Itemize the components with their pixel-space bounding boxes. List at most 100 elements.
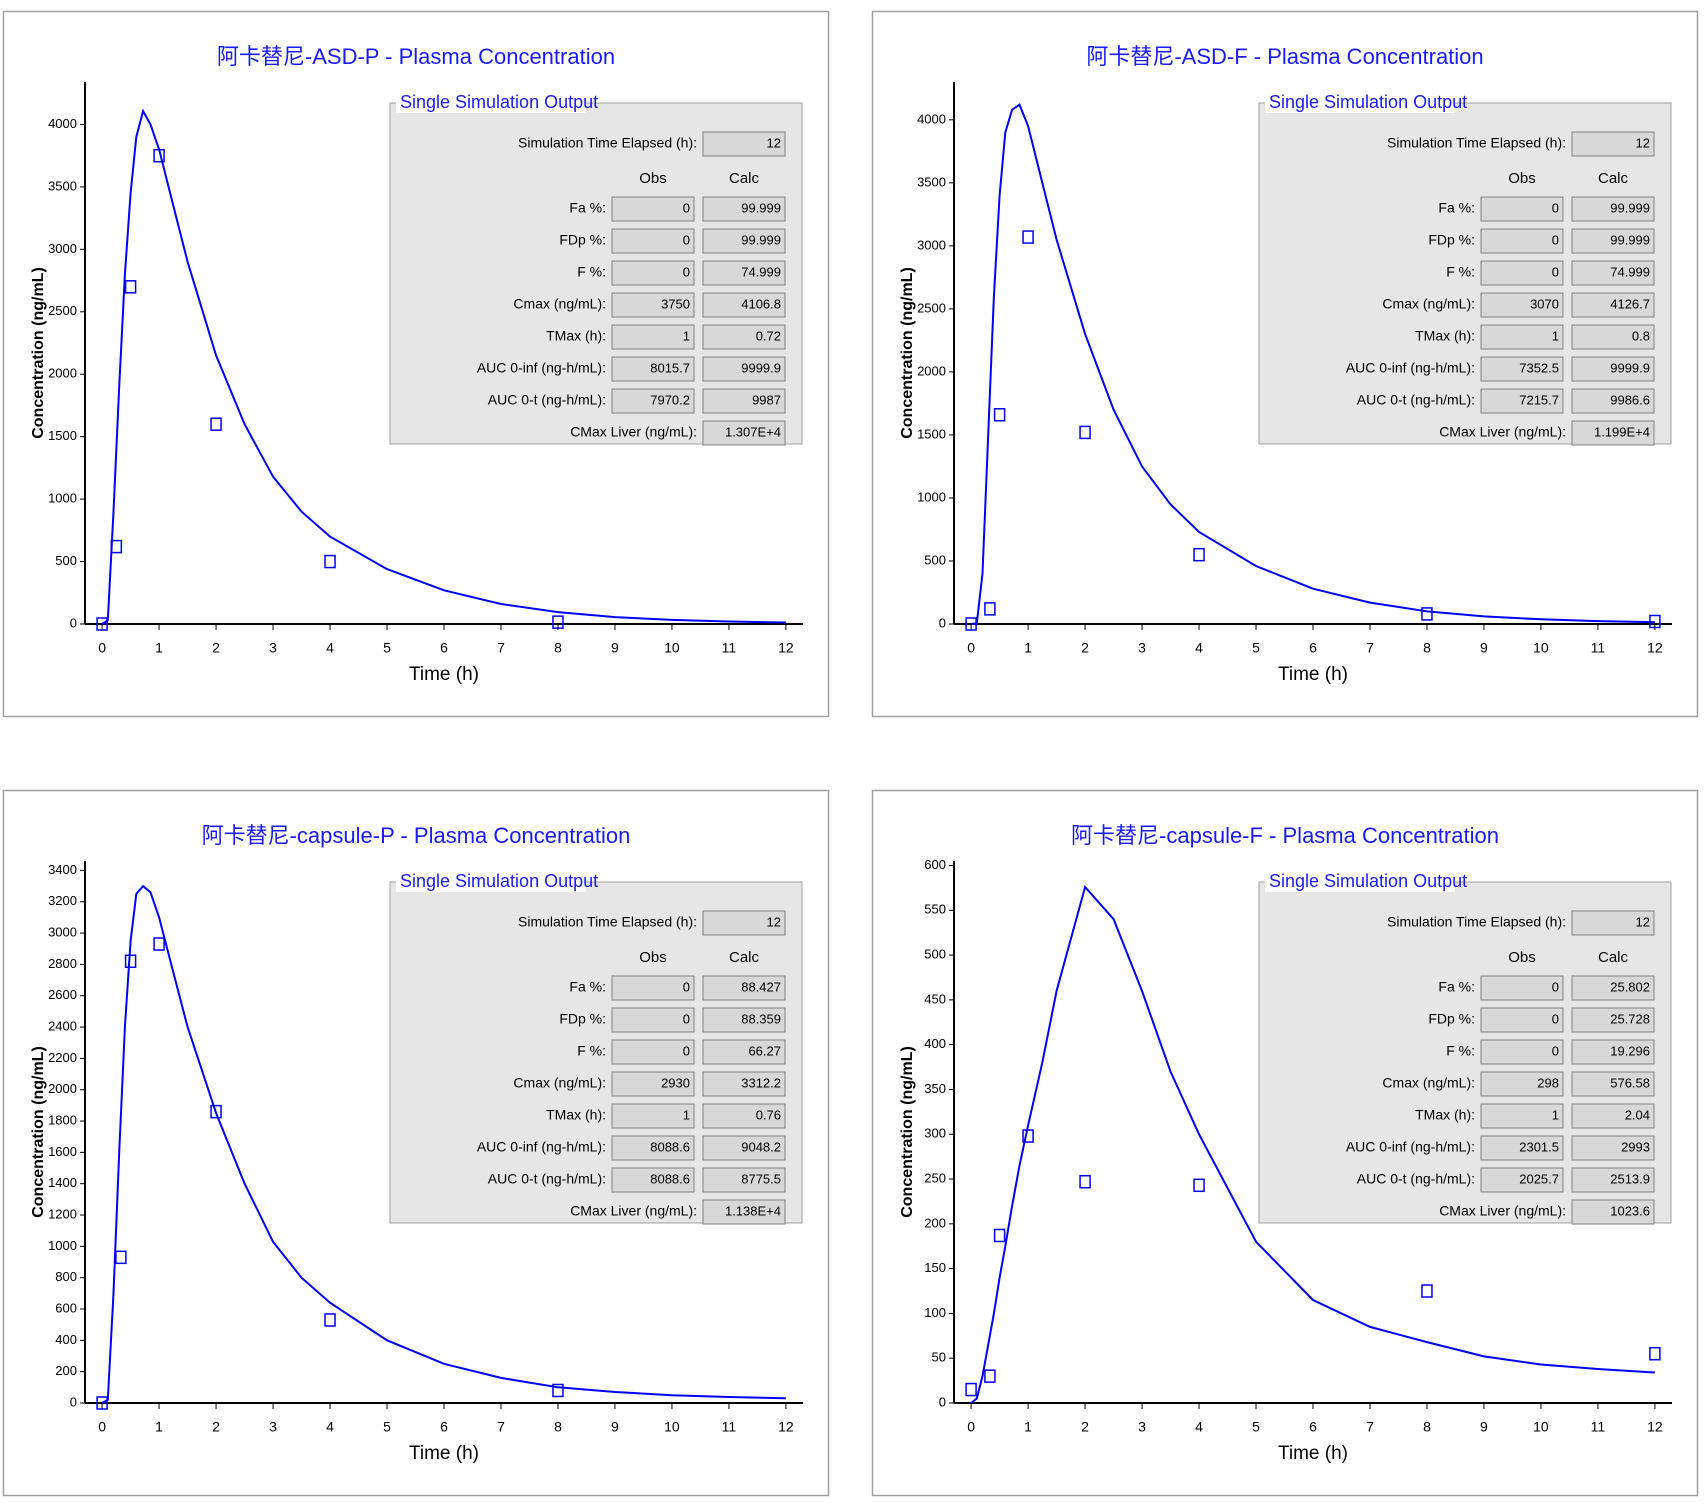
output-label: FDp %:: [559, 1011, 606, 1027]
output-label: FDp %:: [1428, 232, 1475, 248]
output-field: [1480, 1071, 1564, 1097]
x-tick-label: 12: [778, 1419, 794, 1435]
x-tick-label: 1: [155, 1419, 163, 1435]
output-field: [1480, 292, 1564, 318]
output-label: Simulation Time Elapsed (h):: [1387, 914, 1566, 930]
output-field: [1571, 910, 1655, 936]
output-value: 12: [1636, 914, 1650, 929]
simulated-curve: [970, 103, 1655, 625]
y-tick-label: 1000: [48, 491, 77, 506]
output-label: Cmax (ng/mL):: [1382, 1075, 1475, 1091]
output-value: 298: [1537, 1075, 1559, 1090]
chart-title: 阿卡替尼-ASD-F - Plasma Concentration: [1086, 44, 1483, 69]
output-field: [702, 292, 786, 318]
output-value: 0: [683, 200, 690, 215]
simulated-curve: [101, 884, 786, 1404]
output-field: [1571, 1199, 1655, 1225]
x-tick-label: 6: [1309, 1419, 1317, 1435]
output-value: 2301.5: [1519, 1139, 1559, 1154]
x-tick-label: 7: [497, 1419, 505, 1435]
column-header: Calc: [729, 949, 760, 966]
output-value: 9987: [752, 392, 781, 407]
x-tick-label: 8: [554, 640, 562, 656]
x-axis-label: Time (h): [1278, 664, 1348, 685]
output-field: [1571, 1135, 1655, 1161]
output-field: [1571, 196, 1655, 222]
output-value: 0: [1552, 1011, 1559, 1026]
output-label: F %:: [1446, 264, 1475, 280]
output-value: 9048.2: [741, 1139, 781, 1154]
y-tick-label: 550: [924, 902, 946, 917]
output-field: [1571, 324, 1655, 350]
output-value: 0: [683, 979, 690, 994]
output-value: 9986.6: [1610, 392, 1650, 407]
output-field: [611, 1007, 695, 1033]
observed-point: [153, 937, 165, 951]
x-tick-label: 11: [1591, 1419, 1606, 1435]
y-tick-label: 2400: [48, 1018, 77, 1033]
column-header: Obs: [639, 170, 667, 187]
x-tick-label: 5: [1252, 1419, 1260, 1435]
output-title-bg: [1265, 93, 1455, 113]
output-title: Single Simulation Output: [400, 871, 598, 891]
output-value: 4126.7: [1610, 296, 1650, 311]
y-tick-label: 3500: [48, 178, 77, 193]
observed-point: [1022, 1129, 1034, 1143]
output-value: 7970.2: [650, 392, 690, 407]
output-value: 0: [683, 1043, 690, 1058]
observed-point: [984, 602, 996, 616]
y-tick-label: 3000: [48, 924, 77, 939]
output-value: 12: [1636, 135, 1650, 150]
output-value: 2993: [1621, 1139, 1650, 1154]
x-tick-label: 1: [1024, 640, 1032, 656]
output-field: [1571, 292, 1655, 318]
observed-point: [210, 1104, 222, 1119]
output-field: [702, 1039, 786, 1065]
y-tick-label: 2500: [917, 300, 946, 315]
y-axis-label: Concentration (ng/mL): [899, 1046, 916, 1218]
output-value: 1: [683, 328, 690, 343]
x-tick-label: 8: [554, 1419, 562, 1435]
observed-point: [1421, 1284, 1433, 1298]
y-tick-label: 1800: [48, 1112, 77, 1127]
output-label: TMax (h):: [1415, 1107, 1475, 1123]
simulated-curve: [101, 108, 786, 625]
output-title-bg: [1265, 872, 1455, 892]
output-value: 2.04: [1625, 1107, 1650, 1122]
output-value: 0: [1552, 264, 1559, 279]
chart-panel: 阿卡替尼-capsule-F - Plasma Concentration Con…: [871, 789, 1699, 1497]
y-tick-label: 2000: [48, 366, 77, 381]
output-field: [702, 910, 786, 936]
output-label: Cmax (ng/mL):: [1382, 296, 1475, 312]
x-tick-label: 3: [269, 640, 277, 656]
output-label: AUC 0-t (ng-h/mL):: [488, 1171, 606, 1187]
output-value: 0: [683, 1011, 690, 1026]
output-field: [1571, 420, 1655, 446]
output-field: [1571, 388, 1655, 414]
output-value: 9999.9: [741, 360, 781, 375]
output-title: Single Simulation Output: [1269, 92, 1467, 112]
chart-panel: 阿卡替尼-ASD-P - Plasma Concentration Concent…: [2, 10, 830, 718]
output-value: 8775.5: [741, 1171, 781, 1186]
output-field: [611, 196, 695, 222]
output-value: 8015.7: [650, 360, 690, 375]
observed-point: [210, 417, 222, 431]
output-value: 19.296: [1610, 1043, 1650, 1058]
output-label: CMax Liver (ng/mL):: [570, 424, 697, 440]
output-field: [1480, 228, 1564, 254]
output-field: [1480, 1103, 1564, 1129]
simulated-curve: [970, 884, 1655, 1404]
y-tick-label: 2800: [48, 956, 77, 971]
output-field: [1571, 1167, 1655, 1193]
output-field: [611, 1071, 695, 1097]
x-tick-label: 9: [1480, 1419, 1488, 1435]
output-value: 4106.8: [741, 296, 781, 311]
y-tick-label: 2000: [917, 363, 946, 378]
output-field: [1480, 388, 1564, 414]
output-field: [702, 1135, 786, 1161]
output-title: Single Simulation Output: [400, 92, 598, 112]
x-tick-label: 7: [1366, 640, 1374, 656]
y-tick-label: 0: [939, 1394, 946, 1409]
output-label: CMax Liver (ng/mL):: [570, 1203, 697, 1219]
output-field: [1571, 1039, 1655, 1065]
